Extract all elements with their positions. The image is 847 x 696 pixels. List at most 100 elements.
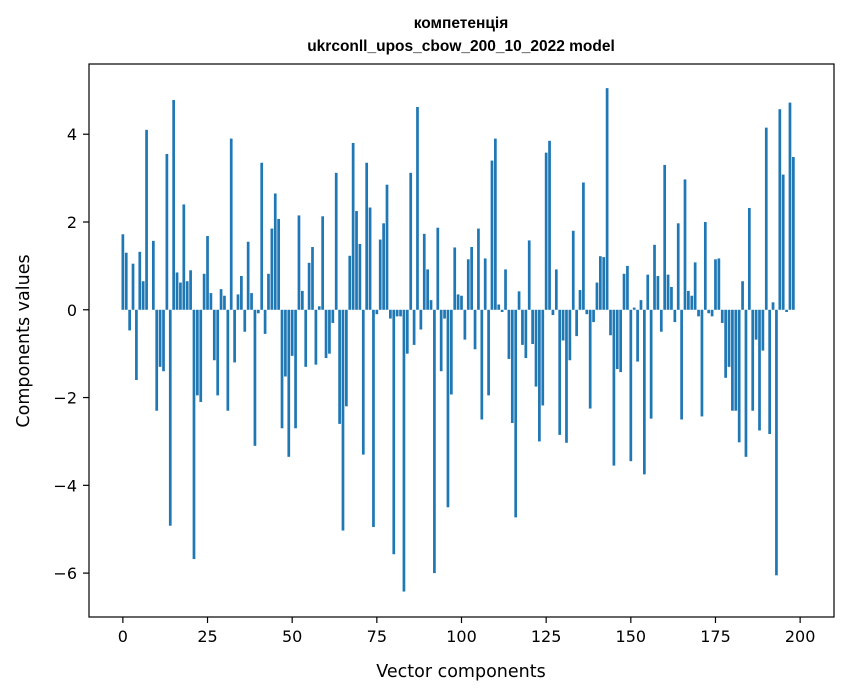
bar-84 [405, 309, 409, 354]
bar-86 [412, 309, 416, 345]
bar-92 [433, 309, 436, 574]
bar-128 [554, 269, 558, 310]
bar-159 [659, 309, 663, 332]
bar-61 [328, 309, 331, 354]
bar-125 [544, 152, 548, 310]
bar-142 [602, 257, 606, 310]
bar-181 [734, 309, 738, 411]
bar-163 [673, 309, 677, 323]
bar-154 [643, 309, 646, 475]
bar-79 [389, 309, 392, 319]
bar-90 [426, 269, 429, 310]
bar-179 [727, 309, 731, 367]
bar-12 [162, 309, 165, 372]
bar-137 [585, 309, 589, 315]
bar-147 [619, 309, 623, 373]
bar-52 [297, 215, 301, 310]
bar-67 [348, 255, 352, 310]
bar-29 [219, 289, 223, 310]
bar-118 [521, 309, 524, 345]
x-tick-label: 0 [118, 627, 128, 646]
y-axis-label: Components values [14, 254, 34, 427]
bar-119 [524, 309, 528, 359]
bar-30 [223, 295, 226, 310]
bar-151 [632, 307, 636, 310]
bar-129 [558, 309, 562, 435]
bar-99 [456, 294, 460, 310]
bar-3 [131, 263, 135, 310]
bar-101 [463, 309, 467, 340]
bar-172 [703, 222, 707, 310]
plot-frame [88, 63, 835, 618]
bar-85 [409, 172, 413, 310]
bar-110 [494, 138, 497, 310]
bar-141 [598, 256, 602, 310]
bar-56 [311, 247, 314, 310]
bar-197 [788, 102, 792, 310]
bar-13 [165, 153, 169, 310]
bar-131 [565, 309, 568, 443]
bar-75 [375, 309, 379, 315]
x-tick-label: 150 [616, 627, 647, 646]
bar-116 [514, 309, 518, 518]
bar-46 [277, 218, 280, 310]
bar-65 [341, 309, 345, 531]
bar-44 [270, 228, 274, 310]
bar-108 [487, 309, 490, 396]
x-tick-label: 25 [197, 627, 217, 646]
bar-94 [439, 309, 443, 372]
chart-title: компетенція [414, 15, 509, 32]
bar-130 [561, 309, 565, 341]
bar-43 [267, 273, 270, 310]
bar-140 [595, 282, 599, 310]
bar-198 [792, 157, 795, 310]
bar-144 [609, 309, 612, 336]
bar-96 [446, 309, 450, 508]
bar-38 [250, 293, 253, 310]
y-tick-label: 0 [67, 301, 77, 320]
bar-58 [317, 306, 321, 310]
bar-82 [399, 309, 402, 317]
bar-15 [172, 99, 176, 310]
bar-168 [690, 295, 694, 310]
bar-107 [483, 258, 487, 310]
bar-25 [206, 236, 209, 310]
bar-27 [212, 309, 216, 361]
bar-127 [551, 309, 555, 316]
bar-6 [141, 281, 145, 310]
bar-105 [477, 228, 480, 310]
x-tick-label: 50 [282, 627, 302, 646]
bar-115 [510, 309, 514, 424]
bar-41 [260, 162, 264, 310]
bar-14 [168, 309, 172, 526]
bar-173 [707, 309, 711, 314]
bar-89 [422, 233, 426, 310]
bar-63 [334, 172, 338, 310]
bar-18 [182, 204, 186, 310]
bar-156 [649, 309, 653, 419]
bar-97 [449, 309, 453, 395]
bar-95 [443, 309, 446, 319]
bar-123 [538, 309, 541, 442]
bar-114 [507, 309, 511, 359]
bar-34 [236, 294, 240, 310]
x-tick-label: 200 [785, 627, 816, 646]
x-axis-ticks: 0 25 50 75 100 125 150 175 200 [118, 617, 816, 646]
bar-124 [541, 309, 545, 406]
bar-33 [233, 309, 236, 363]
bar-112 [500, 309, 504, 312]
bar-66 [345, 309, 348, 407]
bar-138 [588, 309, 592, 409]
bar-120 [527, 240, 531, 310]
bar-194 [778, 109, 782, 310]
bar-162 [670, 286, 673, 310]
bar-16 [175, 272, 179, 310]
bar-111 [497, 304, 501, 310]
bar-23 [199, 309, 203, 402]
bar-57 [314, 309, 318, 365]
bar-174 [710, 309, 714, 317]
bar-133 [571, 230, 575, 310]
y-axis-ticks: −6 −4 −2 0 2 4 [53, 125, 89, 583]
bar-49 [287, 309, 291, 457]
bar-132 [568, 309, 572, 361]
